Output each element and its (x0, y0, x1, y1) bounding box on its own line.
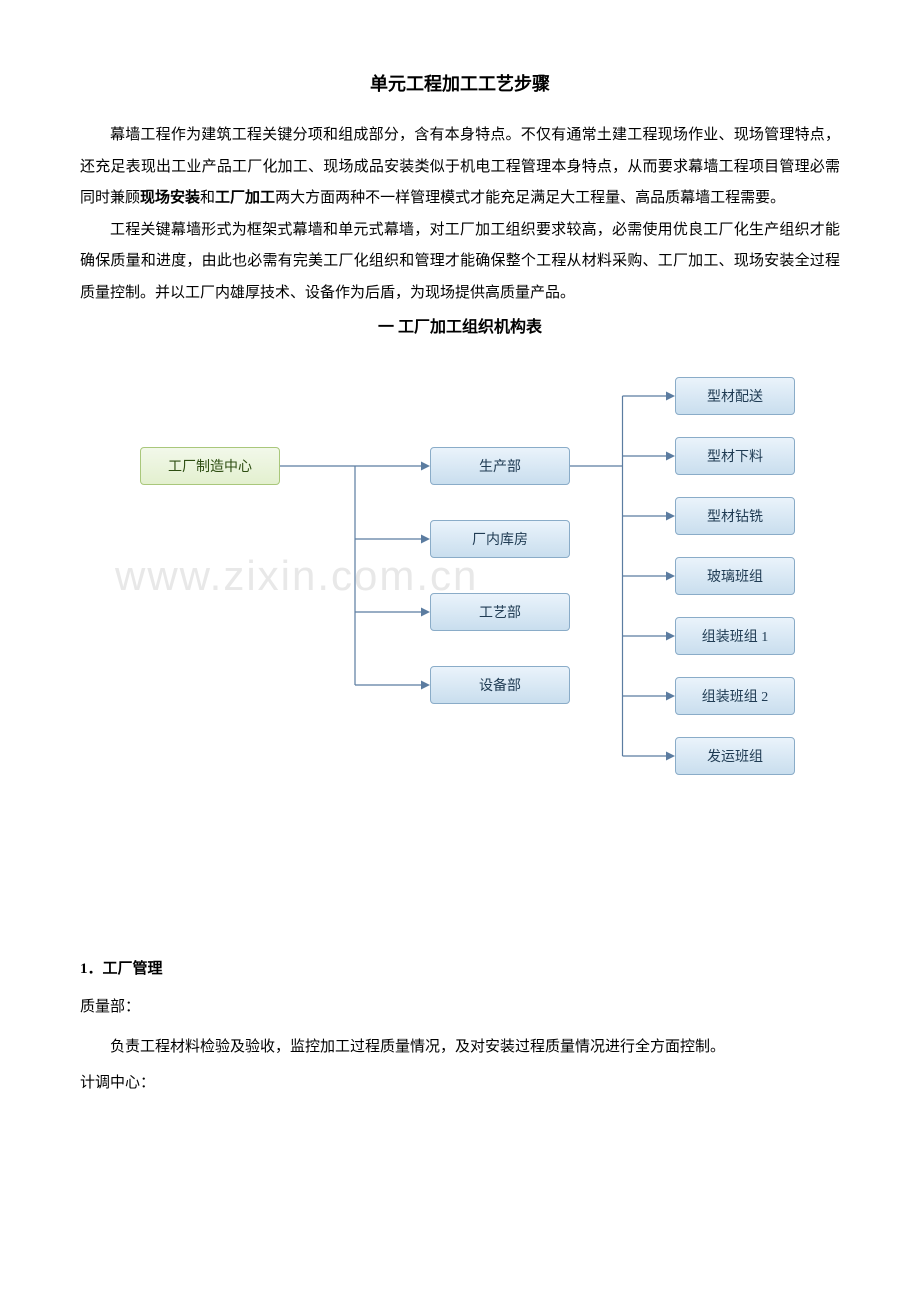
paragraph-1: 幕墙工程作为建筑工程关键分项和组成部分，含有本身特点。不仅有通常土建工程现场作业… (80, 120, 840, 215)
org-leaf-5: 组装班组 2 (675, 677, 795, 715)
para1-bold-1: 现场安装 (140, 190, 200, 206)
org-leaf-0: 型材配送 (675, 377, 795, 415)
section-1-heading: 1．工厂管理 (80, 957, 840, 978)
org-mid-2: 工艺部 (430, 593, 570, 631)
section-1-sub-2: 计调中心： (80, 1068, 840, 1098)
org-chart: www.zixin.com.cn 工厂制造中心生产部厂内库房工艺部设备部型材配送… (80, 347, 840, 777)
org-leaf-2: 型材钻铣 (675, 497, 795, 535)
subheading-1: 一 工厂加工组织机构表 (80, 313, 840, 337)
org-leaf-1: 型材下料 (675, 437, 795, 475)
section-1-sub-1: 质量部： (80, 992, 840, 1022)
para1-bold-2: 工厂加工 (215, 190, 275, 206)
section-1-body-1: 负责工程材料检验及验收，监控加工过程质量情况，及对安装过程质量情况进行全方面控制… (80, 1032, 840, 1062)
page-title: 单元工程加工工艺步骤 (80, 70, 840, 96)
org-leaf-6: 发运班组 (675, 737, 795, 775)
org-mid-3: 设备部 (430, 666, 570, 704)
org-mid-1: 厂内库房 (430, 520, 570, 558)
org-leaf-4: 组装班组 1 (675, 617, 795, 655)
paragraph-2: 工程关键幕墙形式为框架式幕墙和单元式幕墙，对工厂加工组织要求较高，必需使用优良工… (80, 215, 840, 310)
org-root: 工厂制造中心 (140, 447, 280, 485)
org-leaf-3: 玻璃班组 (675, 557, 795, 595)
org-mid-0: 生产部 (430, 447, 570, 485)
para1-text-b: 和 (200, 190, 215, 206)
para1-text-c: 两大方面两种不一样管理模式才能充足满足大工程量、高品质幕墙工程需要。 (275, 190, 785, 206)
